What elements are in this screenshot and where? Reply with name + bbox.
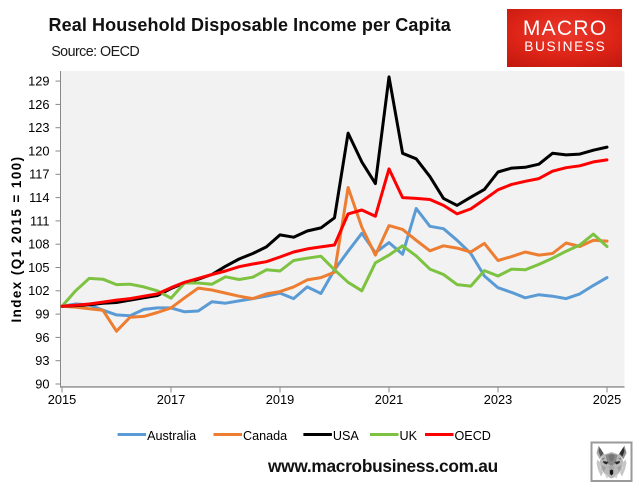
- svg-text:OECD: OECD: [455, 429, 491, 443]
- svg-text:93: 93: [35, 353, 49, 368]
- svg-text:105: 105: [28, 260, 49, 275]
- svg-text:126: 126: [28, 97, 49, 112]
- svg-text:Index (Q1 2015 = 100): Index (Q1 2015 = 100): [9, 155, 24, 322]
- svg-text:Australia: Australia: [147, 429, 196, 443]
- svg-text:108: 108: [28, 237, 49, 252]
- svg-text:USA: USA: [333, 429, 359, 443]
- svg-text:111: 111: [30, 213, 49, 228]
- svg-text:129: 129: [28, 74, 49, 89]
- svg-text:UK: UK: [400, 429, 418, 443]
- svg-text:114: 114: [29, 190, 49, 205]
- svg-text:123: 123: [28, 120, 49, 135]
- svg-text:2019: 2019: [266, 392, 294, 407]
- svg-text:Canada: Canada: [243, 429, 287, 443]
- svg-text:96: 96: [35, 330, 49, 345]
- svg-text:117: 117: [29, 167, 49, 182]
- svg-text:102: 102: [28, 283, 49, 298]
- svg-text:2025: 2025: [593, 392, 621, 407]
- svg-text:120: 120: [28, 143, 49, 158]
- svg-text:99: 99: [35, 307, 49, 322]
- svg-text:2015: 2015: [48, 392, 76, 407]
- svg-text:2023: 2023: [484, 392, 512, 407]
- svg-text:2017: 2017: [157, 392, 185, 407]
- svg-text:90: 90: [35, 376, 49, 391]
- svg-text:2021: 2021: [375, 392, 403, 407]
